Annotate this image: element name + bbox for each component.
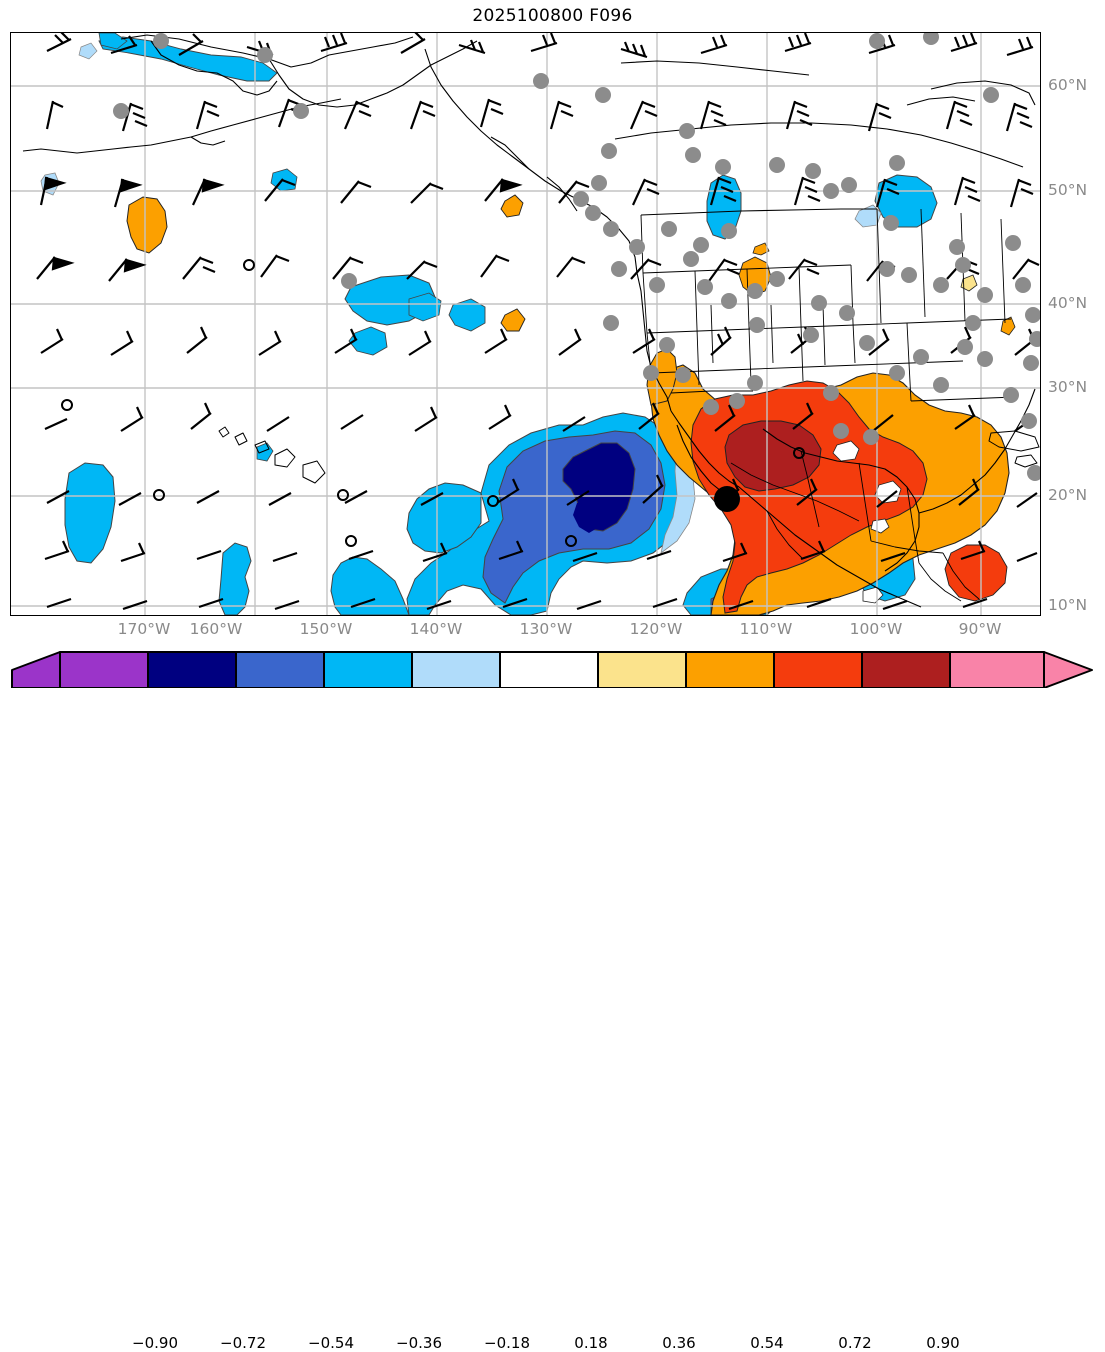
cb-tick-label-1: −0.72 bbox=[220, 1334, 266, 1352]
cb-seg-0 bbox=[59, 651, 149, 688]
map-canvas bbox=[11, 33, 1040, 615]
cb-seg-3 bbox=[323, 651, 413, 688]
wind-barb-field bbox=[36, 33, 1040, 611]
cb-seg-9 bbox=[861, 651, 951, 688]
cb-seg-7 bbox=[685, 651, 775, 688]
station-dot-overlay bbox=[113, 33, 1040, 481]
cb-seg-10 bbox=[949, 651, 1045, 688]
cb-seg-1 bbox=[147, 651, 237, 688]
lon-tick-150w: 150°W bbox=[299, 620, 353, 638]
lon-tick-120w: 120°W bbox=[629, 620, 683, 638]
cb-tick-label-8: 0.72 bbox=[838, 1334, 872, 1352]
cb-tick-label-2: −0.54 bbox=[308, 1334, 354, 1352]
lat-tick-50n: 50°N bbox=[1048, 181, 1088, 199]
graticule-gridlines bbox=[11, 33, 1040, 615]
cb-seg-2 bbox=[235, 651, 325, 688]
cb-extend-min bbox=[11, 651, 61, 688]
colorbar-canvas bbox=[11, 651, 1093, 688]
tropical-cyclone-marker bbox=[714, 486, 740, 512]
lon-tick-170w: 170°W bbox=[117, 620, 171, 638]
cb-tick-label-0: −0.90 bbox=[132, 1334, 178, 1352]
cb-seg-6 bbox=[597, 651, 687, 688]
lon-tick-160w: 160°W bbox=[189, 620, 243, 638]
lon-tick-140w: 140°W bbox=[409, 620, 463, 638]
cb-extend-max bbox=[1043, 651, 1093, 688]
lat-tick-30n: 30°N bbox=[1048, 378, 1088, 396]
cb-tick-label-6: 0.36 bbox=[662, 1334, 696, 1352]
lat-tick-20n: 20°N bbox=[1048, 486, 1088, 504]
lon-tick-130w: 130°W bbox=[519, 620, 573, 638]
cb-tick-label-7: 0.54 bbox=[750, 1334, 784, 1352]
map-plot-area bbox=[10, 32, 1041, 616]
cb-tick-label-9: 0.90 bbox=[926, 1334, 960, 1352]
coastlines-and-borders bbox=[22, 34, 1040, 608]
cb-tick-label-3: −0.36 bbox=[396, 1334, 442, 1352]
lat-tick-40n: 40°N bbox=[1048, 294, 1088, 312]
lon-tick-90w: 90°W bbox=[958, 620, 1002, 638]
lon-tick-110w: 110°W bbox=[739, 620, 793, 638]
cb-seg-8 bbox=[773, 651, 863, 688]
lat-tick-60n: 60°N bbox=[1048, 76, 1088, 94]
chart-title: 2025100800 F096 bbox=[472, 6, 633, 26]
chart-root: 2025100800 F096 bbox=[0, 6, 1105, 1352]
lat-tick-10n: 10°N bbox=[1048, 596, 1088, 614]
cb-tick-label-5: 0.18 bbox=[574, 1334, 608, 1352]
cb-seg-4 bbox=[411, 651, 501, 688]
colorbar: −0.90 −0.72 −0.54 −0.36 −0.18 0.18 0.36 … bbox=[0, 648, 1105, 1352]
cb-tick-label-4: −0.18 bbox=[484, 1334, 530, 1352]
lon-tick-100w: 100°W bbox=[849, 620, 903, 638]
cb-seg-5 bbox=[499, 651, 599, 688]
